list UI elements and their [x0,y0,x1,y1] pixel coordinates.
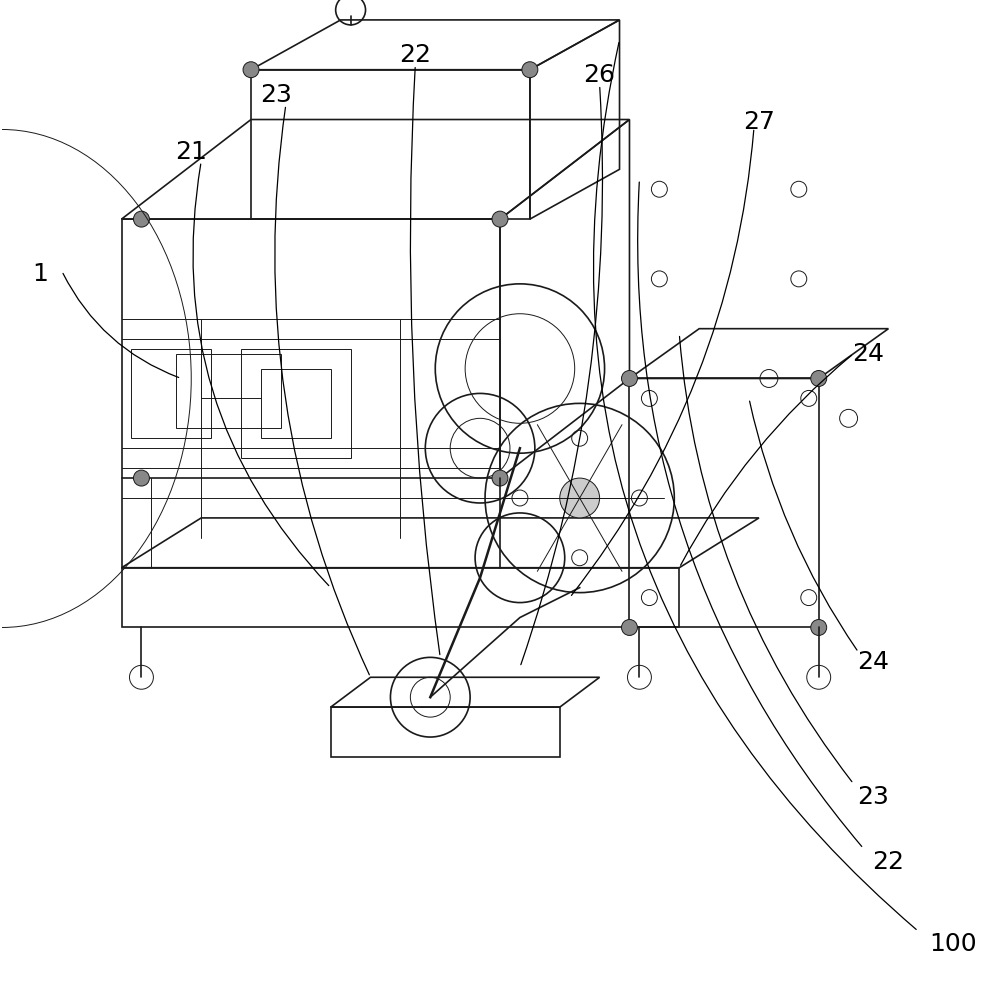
Text: 27: 27 [743,110,775,133]
Circle shape [133,211,149,227]
Text: 23: 23 [858,785,889,809]
Circle shape [492,211,508,227]
Text: 100: 100 [929,932,977,956]
Circle shape [811,620,827,635]
Circle shape [133,470,149,486]
Circle shape [622,620,637,635]
Circle shape [622,371,637,386]
Text: 1: 1 [32,262,48,286]
Text: 22: 22 [872,850,904,873]
Circle shape [522,62,538,78]
Text: 21: 21 [175,140,207,164]
Text: 26: 26 [584,63,616,87]
Circle shape [243,62,259,78]
Text: 22: 22 [399,43,431,67]
Text: 23: 23 [260,83,292,107]
Circle shape [492,470,508,486]
Text: 24: 24 [858,650,890,674]
Circle shape [811,371,827,386]
Text: 24: 24 [853,342,885,366]
Circle shape [560,478,600,518]
